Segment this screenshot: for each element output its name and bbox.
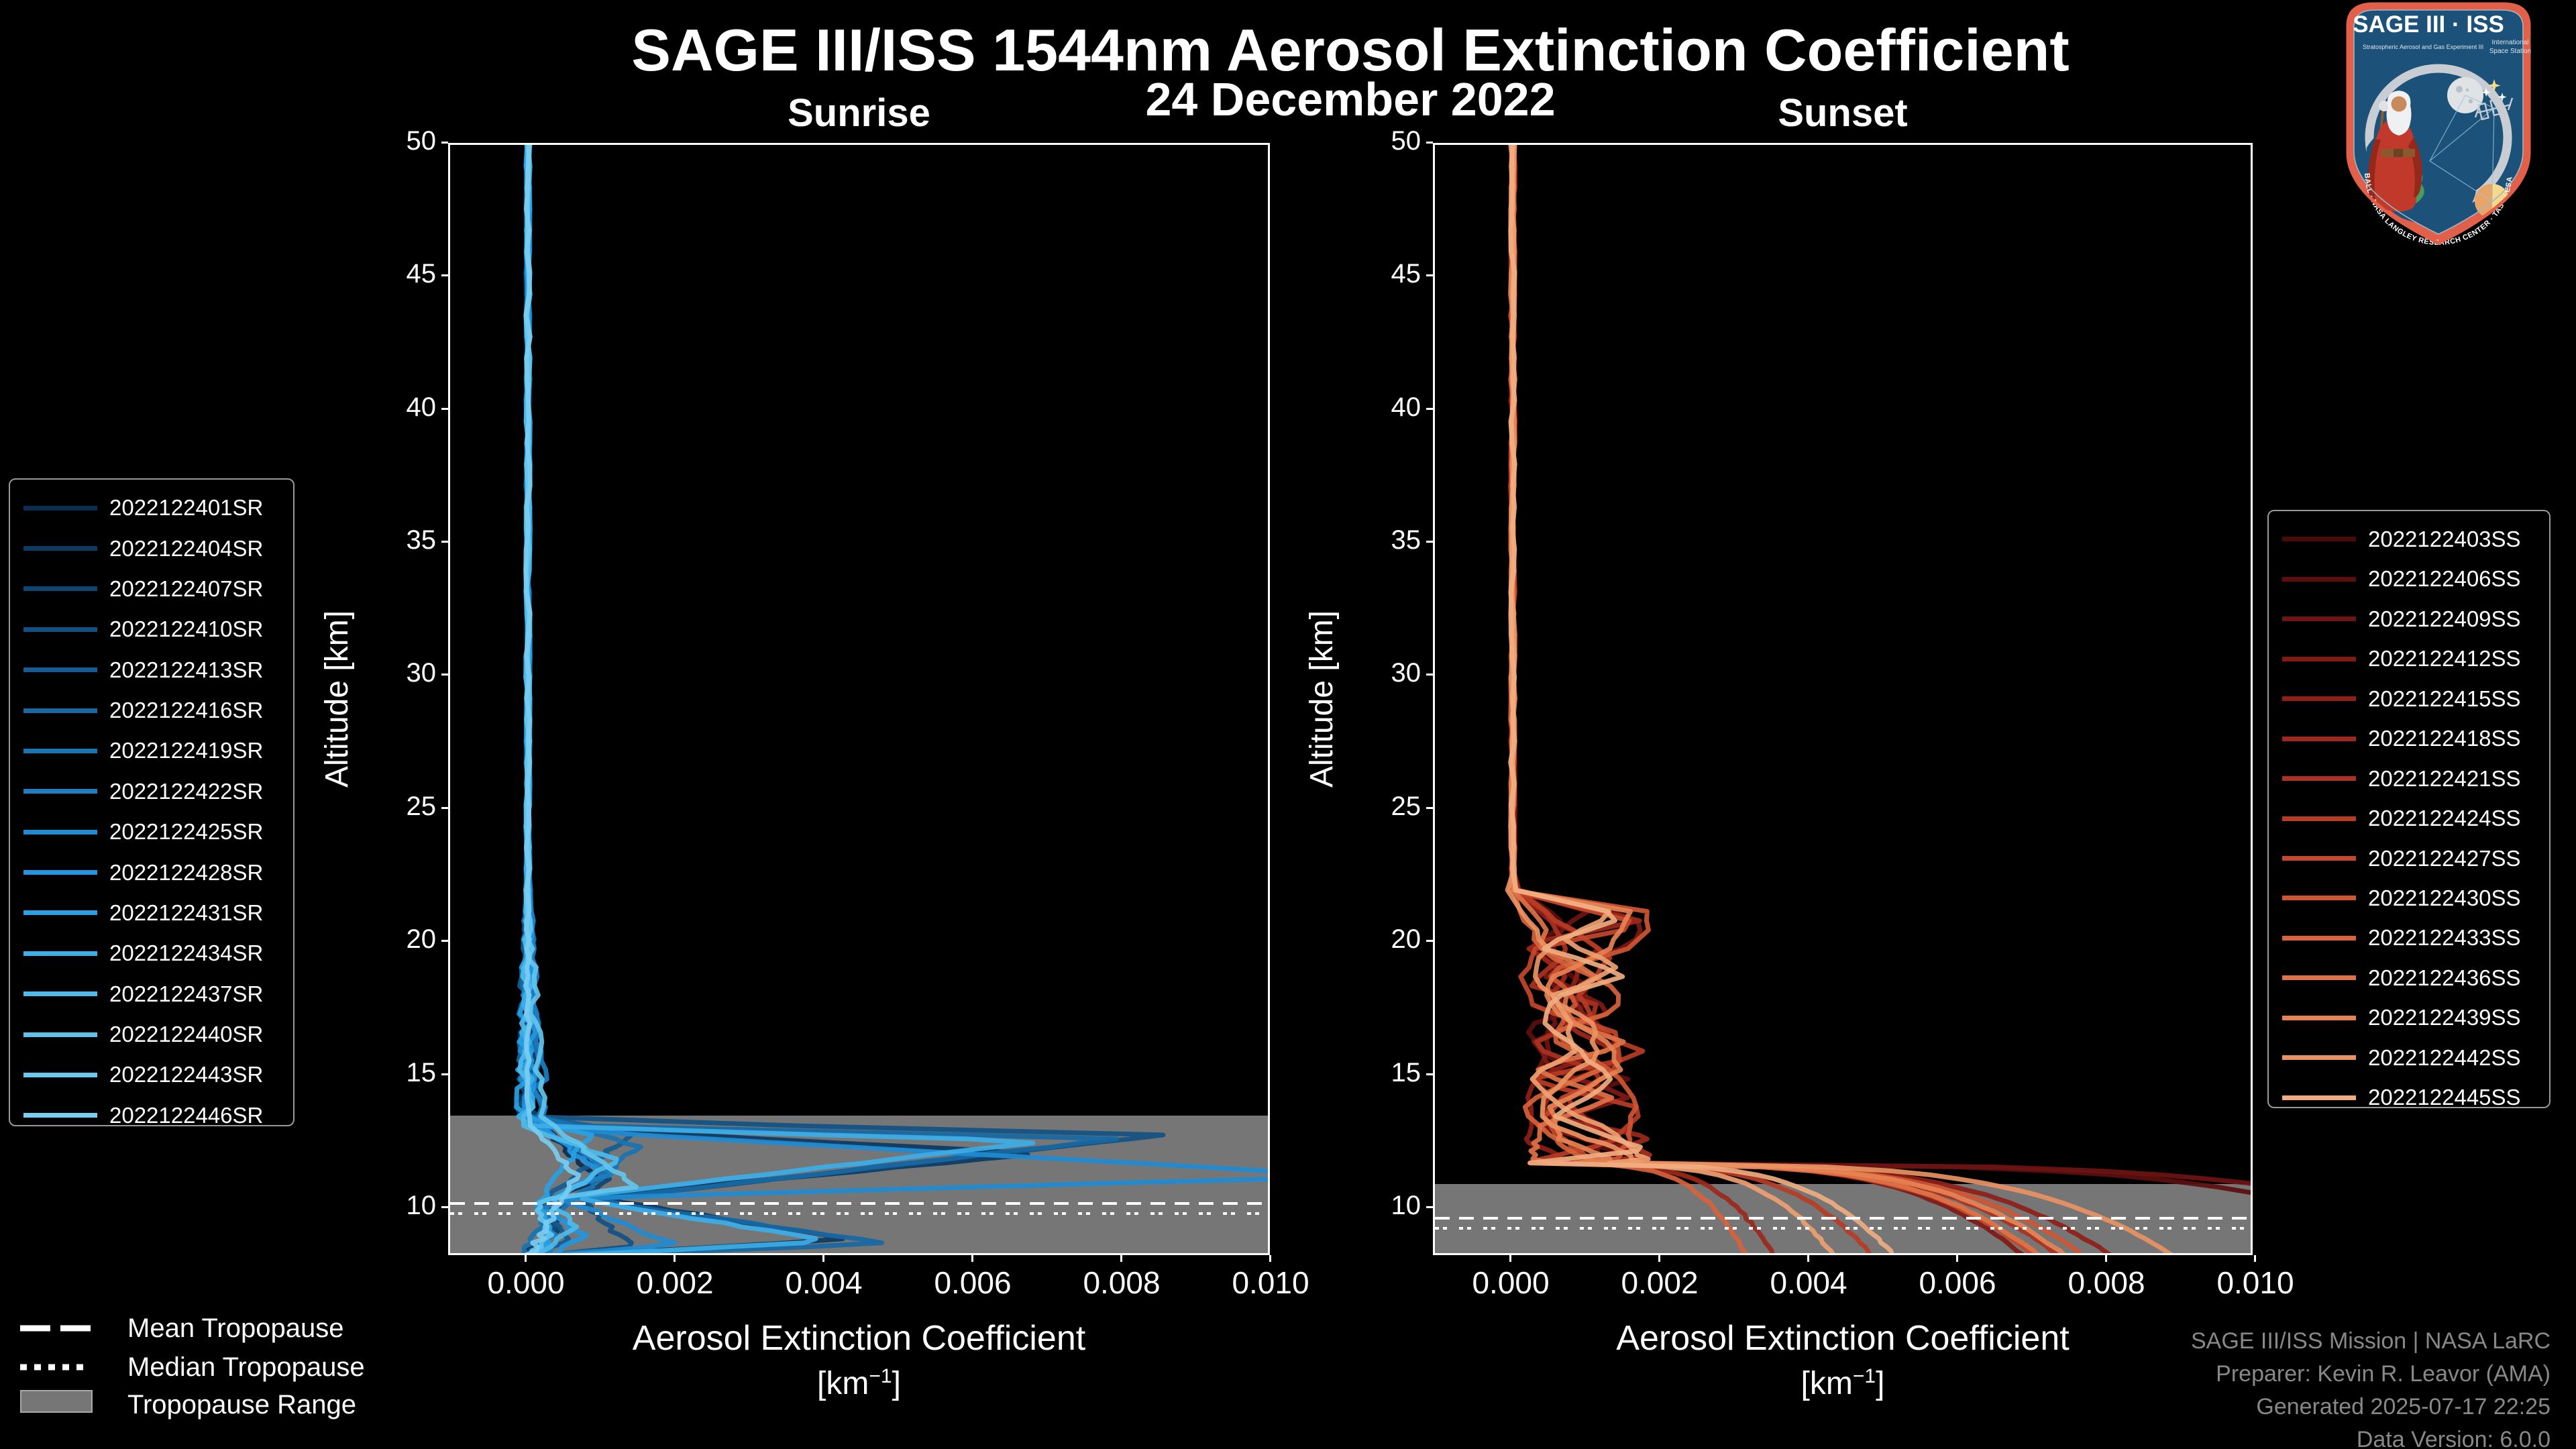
- svg-text:SAGE III · ISS: SAGE III · ISS: [2353, 11, 2504, 38]
- svg-text:Space Station: Space Station: [2489, 48, 2531, 55]
- svg-text:Stratospheric Aerosol and Gas: Stratospheric Aerosol and Gas Experiment…: [2363, 44, 2483, 50]
- svg-text:International: International: [2491, 39, 2528, 46]
